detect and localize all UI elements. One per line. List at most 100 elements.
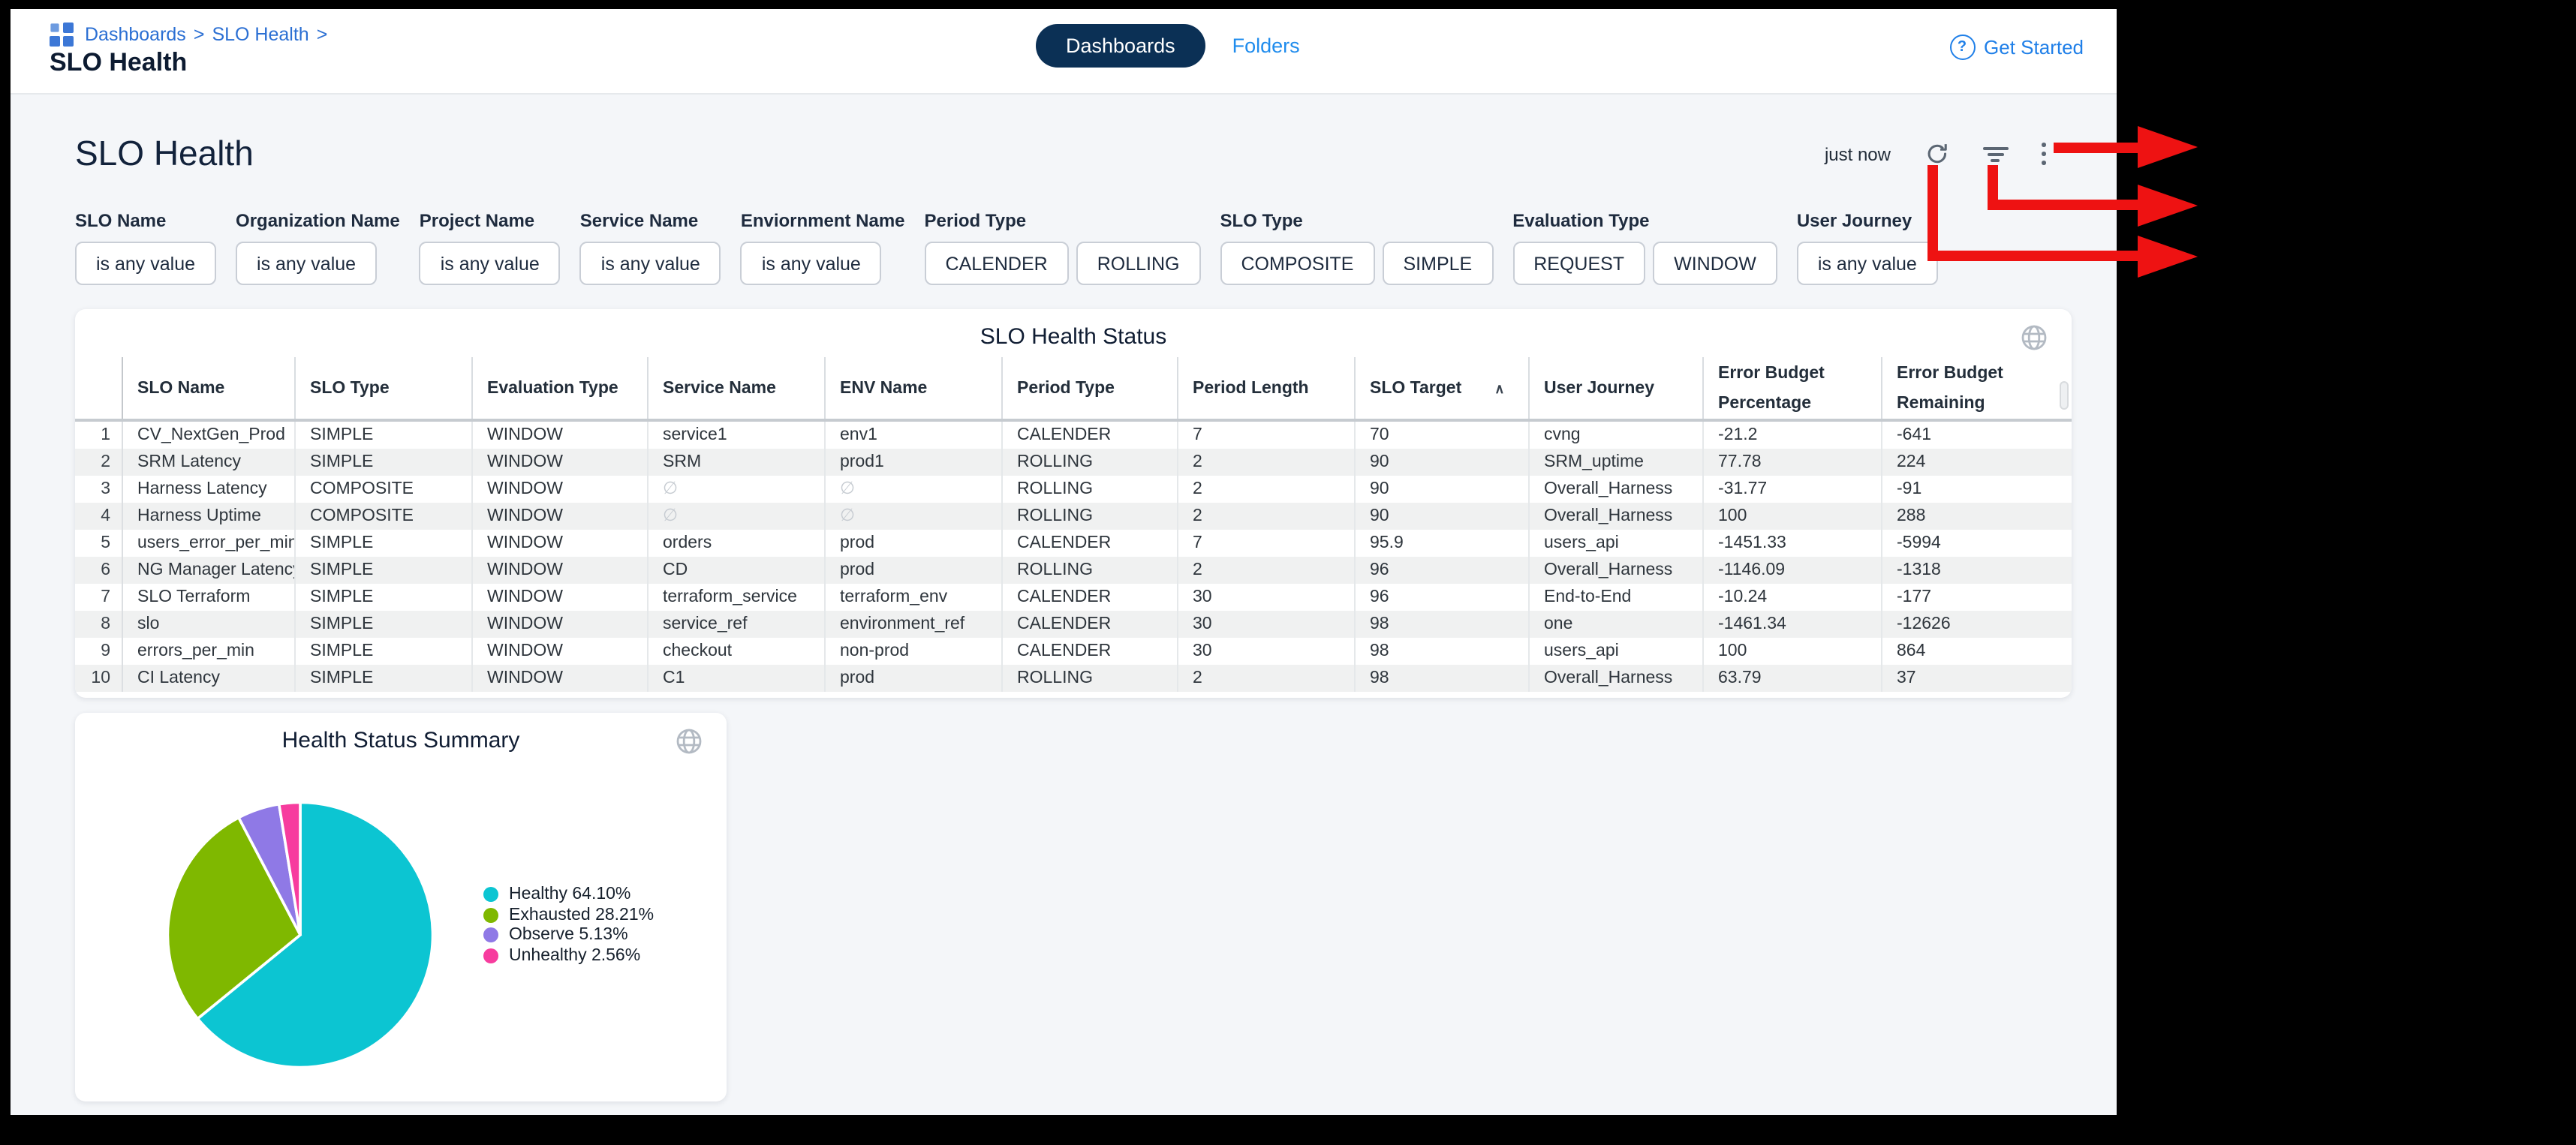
legend-item-observe[interactable]: Observe 5.13% [483,926,654,945]
row-index: 4 [75,503,122,530]
column-header-slo-target[interactable]: SLO Target ∧ [1353,357,1528,422]
filter-group-enviornment-name: Enviornment Name is any value [740,210,905,285]
pie-slice-unhealthy[interactable] [277,801,302,936]
filter-icon[interactable] [1982,140,2008,167]
row-index: 6 [75,557,122,584]
column-header-env-name[interactable]: ENV Name [823,357,1001,422]
annotation-arrow-2-head [2138,185,2198,227]
table-cell: 96 [1353,557,1528,584]
table-cell: SIMPLE [293,584,471,611]
legend-item-unhealthy[interactable]: Unhealthy 2.56% [483,947,654,965]
table-cell: 2 [1176,503,1354,530]
filter-button-slo-name-is-any-value[interactable]: is any value [75,242,217,285]
legend-label: Observe 5.13% [509,926,628,945]
table-cell: ∅ [646,503,824,530]
pie-chart [166,801,435,1069]
legend-item-exhausted[interactable]: Exhausted 28.21% [483,906,654,924]
table-cell: 2 [1176,665,1354,692]
slo-health-status-card: SLO Health Status SLO Name SLO Type Evalua… [75,309,2072,698]
tab-dashboards[interactable]: Dashboards [1036,24,1205,68]
table-cell: ROLLING [1001,665,1177,692]
breadcrumb-link-slo-health[interactable]: SLO Health [212,23,309,45]
globe-icon [2021,324,2048,359]
table-row: 4 Harness Uptime COMPOSITE WINDOW ∅ ∅ ROLLING 2… [75,503,2072,530]
page-title: SLO Health [75,134,254,173]
table-cell: 100 [1702,638,1881,665]
column-header-error-budget-remaining[interactable]: Error Budget Remaining [1880,357,2072,422]
filter-label: Evaluation Type [1512,210,1650,231]
table-cell: SRM [646,449,824,476]
pie-slice-healthy[interactable] [195,801,435,1069]
filter-group-organization-name: Organization Name is any value [236,210,400,285]
filter-button-evaluation-type-window[interactable]: WINDOW [1653,242,1777,285]
filter-group-user-journey: User Journey is any value [1796,210,1938,285]
filter-button-period-type-calender[interactable]: CALENDER [924,242,1069,285]
column-header-error-budget-percentage[interactable]: Error Budget Percentage [1702,357,1881,422]
tab-folders[interactable]: Folders [1232,35,1300,57]
row-index: 2 [75,449,122,476]
table-cell: 30 [1176,611,1354,638]
filter-button-service-name-is-any-value[interactable]: is any value [579,242,721,285]
table-cell: -5994 [1880,530,2072,557]
table-cell: 96 [1353,584,1528,611]
breadcrumb-link-dashboards[interactable]: Dashboards [85,23,186,45]
legend-dot [483,907,498,923]
table-cell: env1 [823,420,1001,449]
row-number-header [75,357,122,422]
table-cell: CALENDER [1001,584,1177,611]
column-header-user-journey[interactable]: User Journey [1527,357,1702,422]
table-cell: -91 [1880,476,2072,503]
filter-button-period-type-rolling[interactable]: ROLLING [1076,242,1201,285]
table-row: 5 users_error_per_min SIMPLE WINDOW orders pr… [75,530,2072,557]
table-row: 1 CV_NextGen_Prod SIMPLE WINDOW service1 env1… [75,420,2072,449]
breadcrumb-separator: > [193,23,205,45]
column-header-slo-type[interactable]: SLO Type [293,357,471,422]
table-cell: WINDOW [471,449,647,476]
help-icon: ? [1949,35,1976,60]
row-index: 3 [75,476,122,503]
table-cell: -641 [1880,420,2072,449]
filter-button-slo-type-simple[interactable]: SIMPLE [1382,242,1494,285]
table-cell: 2 [1176,476,1354,503]
column-header-period-type[interactable]: Period Type [1001,357,1177,422]
column-header-service-name[interactable]: Service Name [646,357,824,422]
dashboards-grid-icon [50,23,73,46]
table-cell: 90 [1353,503,1528,530]
filter-group-period-type: Period Type CALENDER ROLLING [924,210,1201,285]
more-options-icon[interactable] [2041,140,2046,167]
table-cell: -31.77 [1702,476,1881,503]
refresh-icon[interactable] [1924,140,1949,167]
filter-button-slo-type-composite[interactable]: COMPOSITE [1220,242,1375,285]
table-cell: 2 [1176,449,1354,476]
dashboard-toolbar: SLO Health just now [75,134,2046,174]
filter-button-evaluation-type-request[interactable]: REQUEST [1512,242,1646,285]
filter-group-project-name: Project Name is any value [419,210,561,285]
legend-label: Healthy 64.10% [509,885,631,904]
column-header-period-length[interactable]: Period Length [1176,357,1354,422]
annotation-arrow-3-head [2138,236,2198,278]
column-header-evaluation-type[interactable]: Evaluation Type [471,357,647,422]
filter-button-organization-name-is-any-value[interactable]: is any value [236,242,378,285]
table-cell: 90 [1353,476,1528,503]
filter-button-enviornment-name-is-any-value[interactable]: is any value [740,242,882,285]
table-cell: users_error_per_min [121,530,294,557]
table-cell: Overall_Harness [1527,665,1702,692]
filter-button-project-name-is-any-value[interactable]: is any value [419,242,561,285]
table-cell: Overall_Harness [1527,557,1702,584]
pie-slice-exhausted[interactable] [166,816,302,1021]
refresh-timestamp: just now [1824,143,1891,164]
filter-button-user-journey-is-any-value[interactable]: is any value [1796,242,1938,285]
table-cell: ROLLING [1001,449,1177,476]
table-scrollbar-thumb[interactable] [2059,381,2069,410]
get-started-link[interactable]: ? Get Started [1949,35,2084,60]
legend-item-healthy[interactable]: Healthy 64.10% [483,885,654,904]
table-cell: WINDOW [471,665,647,692]
table-cell: terraform_env [823,584,1001,611]
table-cell: service1 [646,420,824,449]
table-row: 8 slo SIMPLE WINDOW service_ref environment_r… [75,611,2072,638]
table-cell: Harness Latency [121,476,294,503]
table-cell: 864 [1880,638,2072,665]
column-header-slo-name[interactable]: SLO Name [121,357,294,422]
table-cell: ROLLING [1001,476,1177,503]
table-cell: 95.9 [1353,530,1528,557]
